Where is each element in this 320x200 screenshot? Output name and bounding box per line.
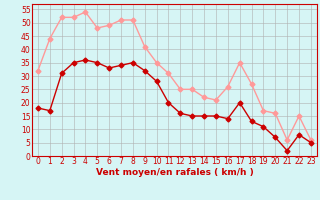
X-axis label: Vent moyen/en rafales ( km/h ): Vent moyen/en rafales ( km/h ) (96, 168, 253, 177)
